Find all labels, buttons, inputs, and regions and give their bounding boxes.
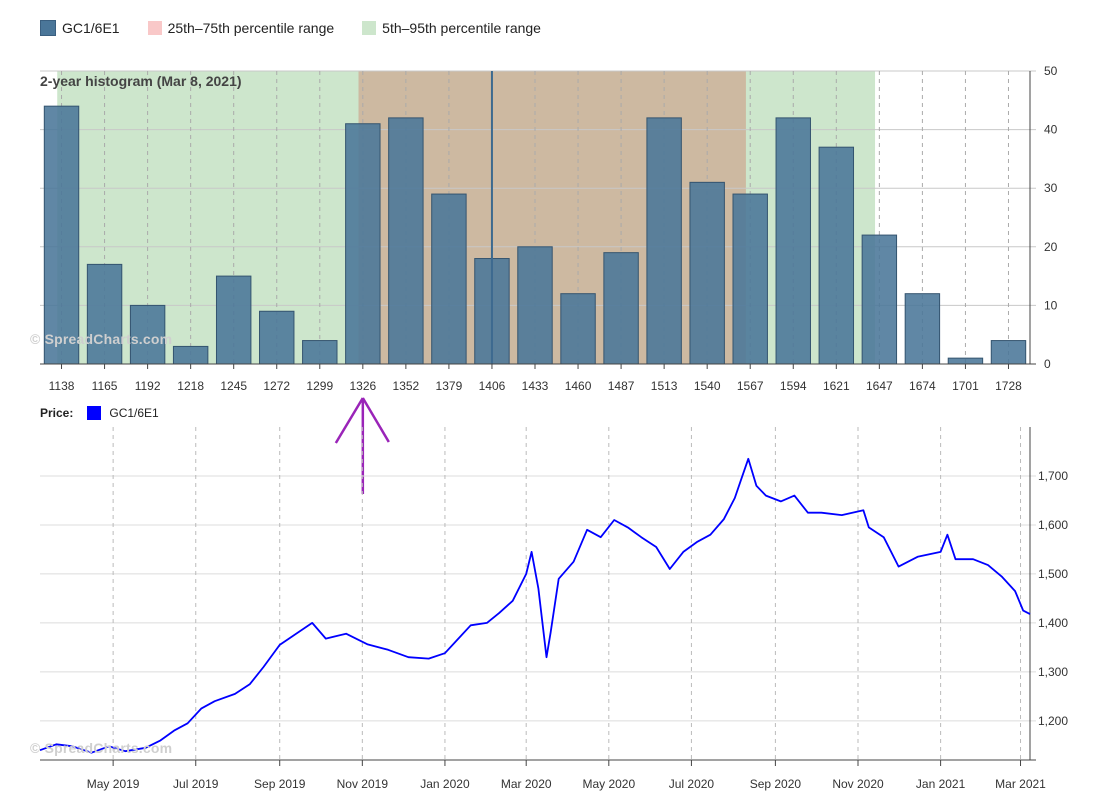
arrow-head-left <box>334 397 364 444</box>
price-line <box>39 457 1031 754</box>
legend-label-p25-p75: 25th–75th percentile range <box>167 20 335 36</box>
hist-bar <box>904 293 941 365</box>
price-x-tick-label: May 2019 <box>87 777 140 791</box>
watermark-bottom: © SpreadCharts.com <box>30 740 173 756</box>
hist-x-tick-label: 1647 <box>866 379 893 393</box>
price-x-tick-label: Mar 2020 <box>501 777 552 791</box>
hist-y-tick-label: 40 <box>1044 123 1058 137</box>
price-x-tick-label: Nov 2020 <box>832 777 884 791</box>
watermark-top: © SpreadCharts.com <box>30 331 173 347</box>
legend-label-p5-p95: 5th–95th percentile range <box>382 20 541 36</box>
hist-bar <box>172 345 209 365</box>
hist-bar <box>345 123 381 365</box>
hist-x-tick-label: 1352 <box>393 379 420 393</box>
hist-x-tick-label: 1487 <box>608 379 635 393</box>
hist-x-tick-label: 1192 <box>135 379 161 393</box>
hist-bar <box>431 193 467 365</box>
hist-x-tick-label: 1621 <box>823 379 850 393</box>
chart-legend: GC1/6E1 25th–75th percentile range 5th–9… <box>40 20 541 36</box>
hist-bar <box>43 105 80 365</box>
price-x-tick-label: Nov 2019 <box>337 777 389 791</box>
price-x-tick-label: Mar 2021 <box>995 777 1046 791</box>
hist-y-tick-label: 50 <box>1044 64 1058 78</box>
hist-x-tick-label: 1513 <box>651 379 678 393</box>
price-x-tick-label: Jul 2020 <box>669 777 715 791</box>
hist-x-tick-label: 1218 <box>177 379 204 393</box>
hist-bar <box>560 293 596 365</box>
hist-x-tick-label: 1701 <box>952 379 979 393</box>
histogram-title: 2-year histogram (Mar 8, 2021) <box>40 73 242 89</box>
hist-x-tick-label: 1272 <box>263 379 290 393</box>
hist-x-tick-label: 1326 <box>349 379 376 393</box>
hist-bar <box>388 117 424 365</box>
price-y-tick-label: 1,700 <box>1038 469 1068 483</box>
hist-y-tick-label: 10 <box>1044 298 1058 312</box>
price-y-tick-label: 1,200 <box>1038 714 1068 728</box>
hist-x-tick-label: 1379 <box>436 379 463 393</box>
hist-y-tick-label: 20 <box>1044 240 1058 254</box>
legend-label-series: GC1/6E1 <box>62 20 120 36</box>
price-x-tick-label: May 2020 <box>582 777 635 791</box>
hist-x-tick-label: 1165 <box>92 379 118 393</box>
price-label: Price: <box>40 406 74 420</box>
hist-x-tick-label: 1567 <box>737 379 764 393</box>
hist-y-tick-label: 30 <box>1044 181 1058 195</box>
hist-x-tick-label: 1245 <box>220 379 247 393</box>
hist-x-tick-label: 1674 <box>909 379 936 393</box>
histogram-chart: 0 10 20 30 40 50 1138 1165 1192 1218 1245 1272 1299 1… <box>40 64 1058 494</box>
hist-x-tick-label: 1728 <box>995 379 1022 393</box>
arrow-head-right <box>361 397 390 443</box>
hist-bar <box>947 357 984 365</box>
hist-bar <box>818 146 855 365</box>
legend-item-p25-p75[interactable]: 25th–75th percentile range <box>147 20 335 36</box>
price-legend: Price: GC1/6E1 <box>40 406 159 420</box>
legend-swatch-p5-p95 <box>362 21 377 35</box>
hist-bar <box>732 193 768 365</box>
legend-item-series[interactable]: GC1/6E1 <box>40 20 120 36</box>
price-y-tick-label: 1,500 <box>1038 567 1068 581</box>
price-x-tick-label: Sep 2020 <box>750 777 802 791</box>
hist-y-tick-label: 0 <box>1044 357 1051 371</box>
hist-x-tick-label: 1299 <box>306 379 333 393</box>
hist-bar <box>689 181 725 365</box>
hist-x-tick-label: 1138 <box>49 379 75 393</box>
hist-bar <box>517 246 553 365</box>
hist-x-tick-label: 1433 <box>522 379 549 393</box>
hist-bar <box>990 340 1027 365</box>
legend-swatch-p25-p75 <box>147 21 162 35</box>
hist-bar <box>86 263 123 365</box>
legend-item-p5-p95[interactable]: 5th–95th percentile range <box>362 20 541 36</box>
legend-swatch-series <box>40 20 56 36</box>
hist-bar <box>603 252 639 365</box>
hist-bar <box>646 117 682 365</box>
hist-bar <box>215 275 252 365</box>
hist-x-tick-label: 1460 <box>565 379 592 393</box>
price-series-label: GC1/6E1 <box>109 406 159 420</box>
hist-x-tick-label: 1594 <box>780 379 807 393</box>
hist-x-tick-label: 1540 <box>694 379 721 393</box>
hist-bar <box>302 340 338 365</box>
hist-bar <box>775 117 811 365</box>
hist-bar <box>259 310 295 365</box>
price-line-chart: 1,200 1,300 1,400 1,500 1,600 1,700 May 2019 Ju… <box>39 427 1068 791</box>
price-y-tick-label: 1,600 <box>1038 518 1068 532</box>
price-x-tick-label: Jan 2021 <box>916 777 966 791</box>
price-x-tick-label: Jan 2020 <box>420 777 470 791</box>
price-x-tick-label: Jul 2019 <box>173 777 219 791</box>
price-swatch <box>87 406 102 420</box>
price-y-tick-label: 1,400 <box>1038 616 1068 630</box>
price-x-tick-label: Sep 2019 <box>254 777 306 791</box>
hist-x-tick-label: 1406 <box>479 379 506 393</box>
price-y-tick-label: 1,300 <box>1038 665 1068 679</box>
hist-bar <box>861 234 898 365</box>
